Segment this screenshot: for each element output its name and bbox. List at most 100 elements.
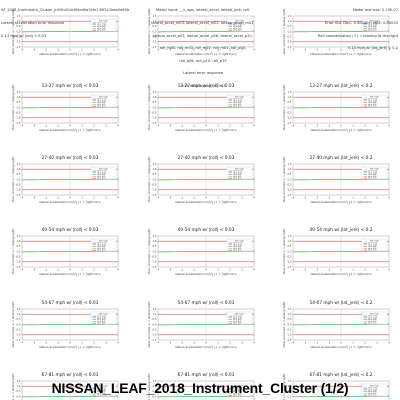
legend-entry: roll = -0.10 <box>233 387 242 390</box>
x-tick-label: 0 <box>69 48 71 52</box>
legend-box <box>361 383 388 397</box>
x-tick-label: -1 <box>193 341 196 345</box>
legend-entry: roll = 0.10 <box>233 249 241 252</box>
subplot: 13-27 mph w/ |roll| < 0.03 1.51.00.50.0 -0… <box>11 83 119 132</box>
y-tick-label: 0.5 <box>153 244 157 248</box>
legend-entry: roll = 0.05 <box>233 27 241 30</box>
y-tick-label: 0.5 <box>153 172 157 176</box>
y-tick-label: 0.0 <box>17 105 21 109</box>
legend-box <box>361 311 388 325</box>
subplot: 1.51.00.50.0 -0.5-1.0-1.5-4 -3 -2 -1 0 1 2 3 4 lat… <box>282 9 390 56</box>
x-tick-label: 4 <box>253 124 255 128</box>
y-tick-label: -1.0 <box>152 260 157 264</box>
x-tick-label: 4 <box>253 48 255 52</box>
subplot-title: 13-27 mph w/ |lat_jerk| < 0.2 <box>310 83 373 89</box>
x-tick-label: 3 <box>241 196 243 200</box>
y-tick-label: -1.5 <box>16 121 21 125</box>
y-tick-label: 1.0 <box>153 239 157 243</box>
x-axis-label: lateral acceleration (m/s²) (+ = right t… <box>39 52 100 56</box>
x-tick-label: 2 <box>229 124 231 128</box>
y-tick-label: -1.0 <box>287 116 292 120</box>
legend-entry: roll = -0.05 <box>97 316 106 319</box>
y-tick-label: -0.5 <box>152 111 157 115</box>
legend-entry: roll = 0.05 <box>368 103 376 106</box>
x-tick-label: -2 <box>316 268 319 272</box>
series-line <box>21 178 119 181</box>
legend-entry: roll = -0.10 <box>97 315 106 318</box>
y-tick-label: 0.0 <box>153 29 157 33</box>
legend-entry: roll = 0.00 <box>97 101 105 104</box>
y-tick-label: 0.0 <box>153 394 157 398</box>
x-axis-label: lateral acceleration (m/s²) (+ = right t… <box>175 128 236 132</box>
x-tick-label: 2 <box>229 48 231 52</box>
x-tick-label: 0 <box>69 124 71 128</box>
y-axis-label: steer command (+ = leaning right) <box>282 302 286 348</box>
y-axis-label: steer command (+ = leaning right) <box>147 229 151 275</box>
header-right-line-4: 0-13 mph w/ |lat_jerk| < 0.2 <box>347 46 398 51</box>
x-tick-label: -2 <box>316 124 319 128</box>
x-tick-label: -2 <box>181 268 184 272</box>
subplot: 67-81 mph w/ |lat_jerk| < 0.2 1.51.00.50.… <box>282 372 390 400</box>
y-tick-label: -1.5 <box>152 265 157 269</box>
legend-entry: roll = 0.10 <box>97 105 105 108</box>
legend-entry: roll = -0.05 <box>97 99 106 102</box>
header-mid-line-4: roll_m05, roll_m03, roll_m02, roll_m01, … <box>159 46 247 51</box>
x-axis-label: lateral acceleration (m/s²) (+ = right t… <box>39 345 100 349</box>
y-tick-label: 1.0 <box>17 167 21 171</box>
subplot: 54-67 mph w/ |lat_jerk| < 0.2 1.51.00.50.… <box>282 300 390 349</box>
x-tick-label: 0 <box>205 48 207 52</box>
y-tick-label: 0.0 <box>153 249 157 253</box>
series-line <box>157 30 255 33</box>
subplot: 40-54 mph w/ |lat_jerk| < 0.2 1.51.00.50.… <box>282 227 390 276</box>
y-tick-label: -1.0 <box>16 188 21 192</box>
legend-title: Roll (rad) <box>235 19 244 22</box>
x-tick-label: 3 <box>241 124 243 128</box>
subplot: 40-54 mph w/ |roll| < 0.03 1.51.00.50.0 -0… <box>11 227 119 276</box>
y-axis-label: steer command (+ = leaning right) <box>11 157 15 203</box>
legend-box <box>90 166 117 180</box>
legend-entry: roll = 0.05 <box>368 27 376 30</box>
legend-entry: roll = -0.10 <box>233 170 242 173</box>
x-tick-label: -4 <box>21 196 24 200</box>
subplot: 67-81 mph w/ |roll| < 0.031.51.00.50.0-0… <box>147 372 255 400</box>
x-axis-label: lateral acceleration (m/s²) (+ = right t… <box>310 200 371 204</box>
legend-entry: roll = -0.10 <box>368 315 377 318</box>
x-tick-label: 3 <box>105 48 107 52</box>
x-tick-label: 1 <box>81 268 83 272</box>
legend-entry: roll = -0.05 <box>368 388 377 391</box>
y-tick-label: 1.0 <box>288 95 292 99</box>
y-tick-label: -1.5 <box>287 45 292 49</box>
x-tick-label: 1 <box>81 196 83 200</box>
header-mid-line-2: lateral_accel_m03, lateral_accel_m02, la… <box>151 21 255 26</box>
y-tick-label: 1.5 <box>153 162 157 166</box>
x-tick-label: -3 <box>33 48 36 52</box>
header-right-line-1: Model test loss: 2.19E-07 <box>352 8 398 13</box>
y-tick-label: 1.0 <box>17 384 21 388</box>
series-line <box>157 250 255 253</box>
x-tick-label: -3 <box>169 268 172 272</box>
subplot-title: 54-67 mph w/ |roll| < 0.03 <box>178 300 235 306</box>
legend-entry: roll = -0.10 <box>97 22 106 25</box>
y-tick-label: 0.5 <box>17 244 21 248</box>
legend-entry: roll = 0.10 <box>368 249 376 252</box>
legend-entry: roll = 0.00 <box>368 245 376 248</box>
x-tick-label: -2 <box>316 48 319 52</box>
x-tick-label: 4 <box>117 196 119 200</box>
legend-box <box>90 238 117 252</box>
legend-title: Roll (rad) <box>235 167 244 170</box>
y-tick-label: 0.0 <box>288 177 292 181</box>
x-tick-label: -1 <box>328 268 331 272</box>
legend-box <box>361 94 388 108</box>
x-tick-label: -4 <box>292 48 295 52</box>
x-tick-label: 3 <box>241 268 243 272</box>
x-tick-label: 2 <box>364 268 366 272</box>
subplot: 1.51.00.50.0 -0.5-1.0-1.5-4 -3 -2 -1 0 1 2 3 4 lat… <box>11 9 119 56</box>
x-tick-label: 0 <box>340 48 342 52</box>
y-tick-label: 0.5 <box>288 244 292 248</box>
y-tick-label: -1.5 <box>16 265 21 269</box>
x-tick-label: 2 <box>93 48 95 52</box>
legend-entry: roll = -0.05 <box>97 171 106 174</box>
legend-entry: roll = -0.10 <box>97 98 106 101</box>
x-tick-label: 3 <box>105 124 107 128</box>
